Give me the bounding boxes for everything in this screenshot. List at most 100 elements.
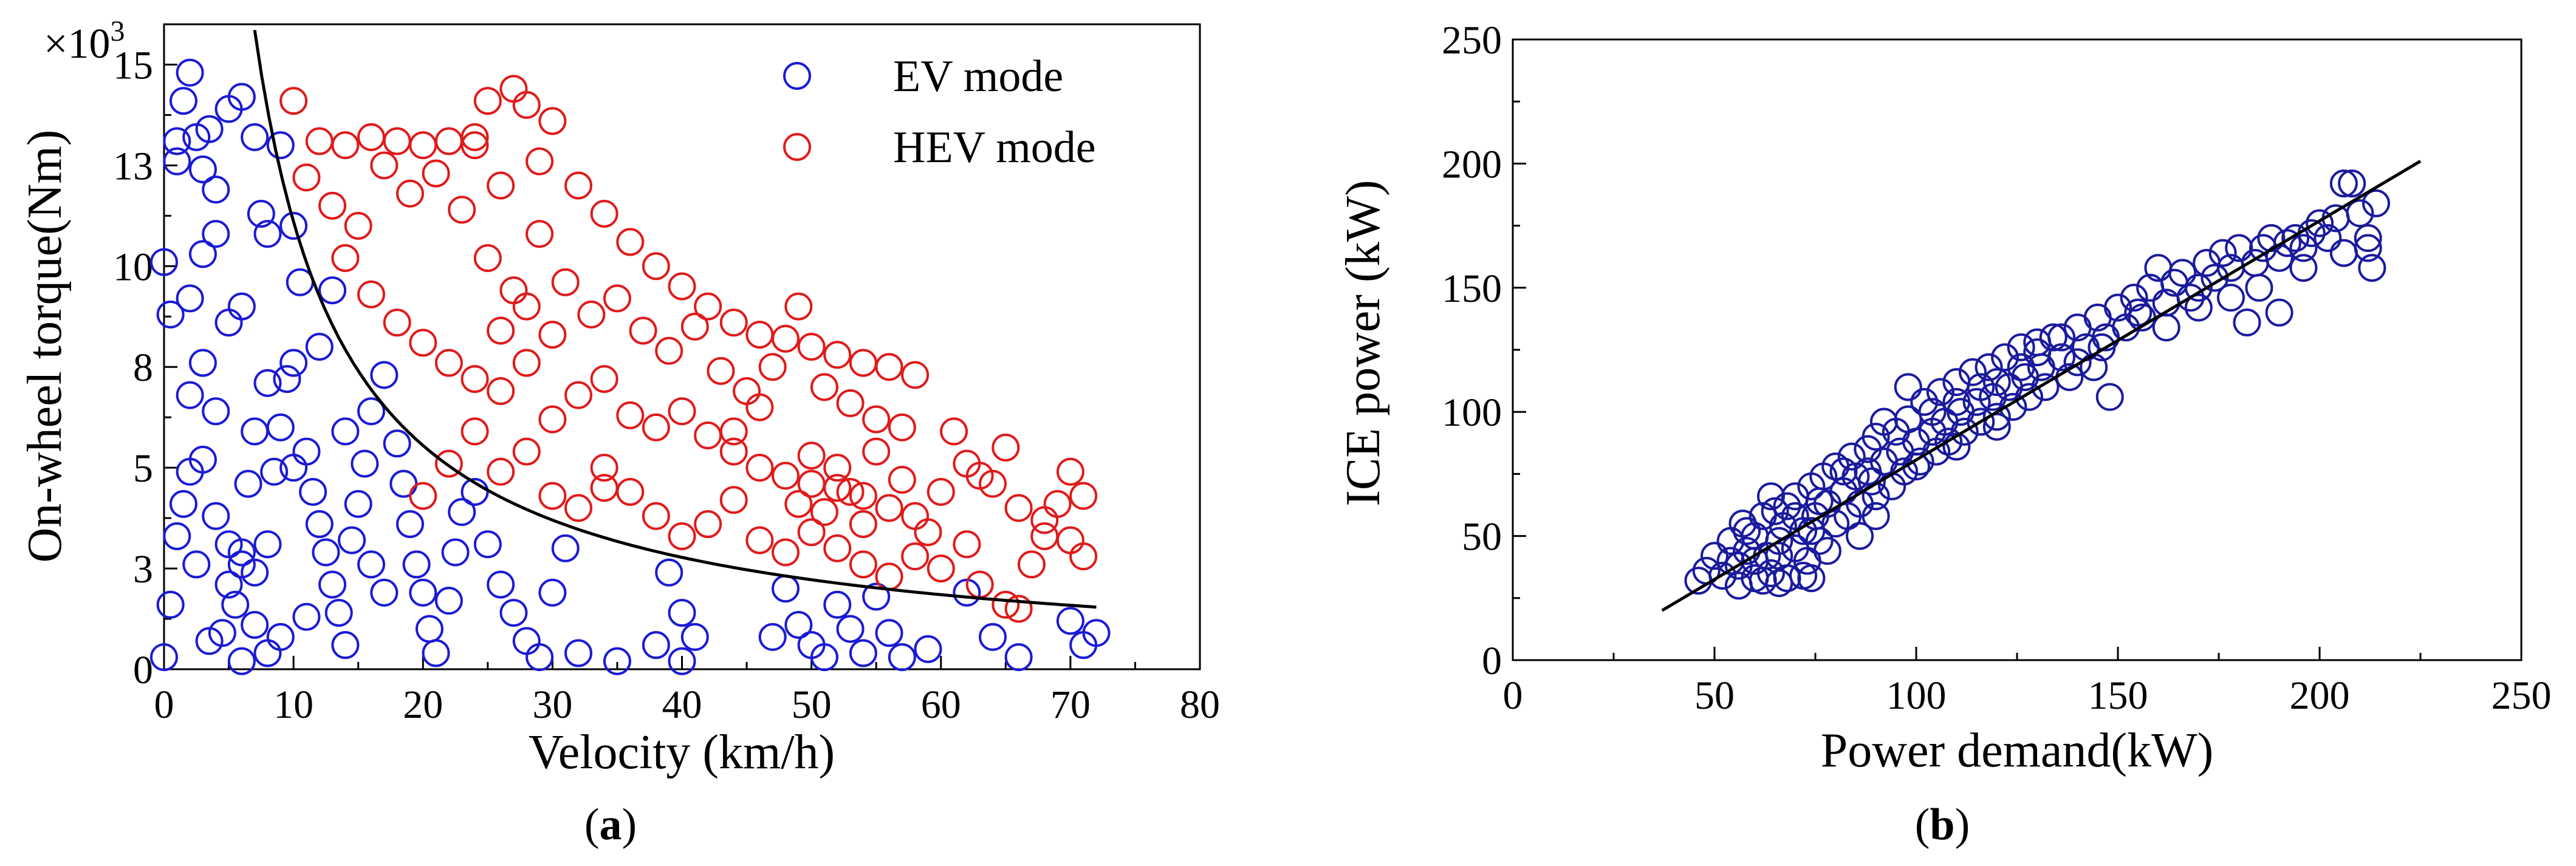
a-point-ev-mode-64: [473, 530, 502, 559]
a-point-ev-mode-115: [169, 489, 197, 518]
a-point-hev-mode-88: [992, 590, 1020, 619]
a-point-hev-mode-35: [331, 244, 360, 272]
a-ytick-label-15: 15: [113, 43, 153, 87]
a-point-ev-mode-105: [357, 550, 385, 579]
b-xtick-label-150: 150: [2088, 673, 2148, 718]
a-point-ev-mode-109: [234, 469, 262, 498]
b-point-ice-power-38: [1862, 423, 1890, 451]
a-point-ev-mode-59: [422, 639, 450, 667]
a-point-hev-mode-4: [383, 127, 411, 155]
a-point-hev-mode-109: [526, 220, 554, 248]
a-point-ev-mode-100: [266, 131, 295, 160]
a-point-ev-mode-101: [279, 211, 308, 240]
b-point-ice-power-89: [2176, 284, 2205, 312]
a-point-ev-mode-12: [195, 115, 224, 143]
a-point-hev-mode-111: [577, 300, 606, 329]
a-point-hev-mode-20: [526, 147, 554, 176]
b-point-ice-power-141: [1813, 537, 1841, 565]
b-point-ice-power-151: [2289, 254, 2318, 282]
a-point-hev-mode-85: [927, 554, 955, 583]
a-point-ev-mode-62: [448, 498, 476, 527]
a-point-ev-mode-108: [266, 622, 295, 651]
a-point-hev-mode-106: [992, 433, 1020, 462]
b-point-ice-power-62: [1991, 343, 2019, 372]
a-point-hev-mode-119: [784, 292, 813, 321]
b-point-ice-power-88: [2168, 259, 2197, 287]
b-point-ice-power-153: [2354, 224, 2382, 253]
b-ytick-label-0: 0: [1482, 639, 1502, 683]
a-point-hev-mode-41: [487, 377, 515, 406]
b-point-ice-power-96: [2233, 309, 2261, 337]
a-point-ev-mode-39: [279, 349, 308, 377]
b-point-ice-power-124: [1829, 457, 1858, 486]
a-x-axis-title: Velocity (km/h): [529, 726, 835, 779]
a-scatter-points: [150, 58, 1111, 675]
a-point-ev-mode-10: [188, 349, 217, 377]
a-y-axis-title: On-wheel torque(Nm): [18, 129, 72, 562]
a-xtick-label-60: 60: [921, 683, 961, 727]
b-point-ice-power-47: [1910, 387, 1939, 416]
a-caption-close: ): [622, 800, 637, 850]
a-ytick-label-10: 10: [113, 245, 153, 289]
a-point-ev-mode-2: [163, 522, 191, 550]
a-point-ev-mode-73: [642, 631, 670, 660]
b-point-ice-power-113: [2358, 254, 2386, 282]
a-point-hev-mode-96: [797, 442, 826, 470]
a-point-ev-mode-17: [247, 199, 275, 228]
a-point-hev-mode-112: [603, 284, 631, 313]
a-point-ev-mode-51: [357, 397, 385, 426]
a-point-ev-mode-111: [253, 369, 282, 397]
b-point-ice-power-32: [1837, 442, 1866, 471]
a-point-ev-mode-104: [331, 417, 360, 446]
a-point-ev-mode-52: [370, 361, 399, 389]
a-point-hev-mode-17: [422, 159, 450, 188]
a-point-hev-mode-33: [875, 353, 903, 381]
a-point-hev-mode-71: [564, 494, 592, 522]
a-point-hev-mode-67: [461, 417, 489, 446]
a-point-ev-mode-70: [551, 534, 580, 562]
a-fit-curve: [253, 30, 1097, 609]
b-point-ice-power-145: [1982, 412, 2011, 441]
a-point-ev-mode-110: [241, 417, 269, 446]
a-point-ev-mode-37: [266, 413, 295, 442]
a-point-hev-mode-54: [823, 474, 852, 502]
b-xtick-label-0: 0: [1503, 673, 1523, 718]
a-xtick-label-20: 20: [403, 683, 443, 727]
a-point-hev-mode-95: [784, 489, 813, 518]
b-point-ice-power-133: [2023, 338, 2052, 367]
a-point-hev-mode-105: [965, 462, 994, 490]
a-point-ev-mode-3: [150, 248, 178, 276]
b-point-ice-power-123: [1805, 487, 1834, 516]
a-point-hev-mode-6: [434, 127, 463, 155]
a-point-ev-mode-63: [461, 477, 489, 506]
b-point-ice-power-90: [2184, 273, 2213, 302]
a-point-hev-mode-38: [409, 329, 437, 357]
a-point-hev-mode-48: [668, 397, 696, 426]
b-point-ice-power-130: [1967, 373, 1995, 401]
a-point-hev-mode-10: [512, 90, 541, 119]
a-point-hev-mode-97: [810, 498, 838, 527]
a-point-hev-mode-27: [719, 309, 748, 337]
b-point-ice-power-106: [2306, 209, 2334, 237]
a-point-hev-mode-114: [655, 336, 683, 365]
a-point-ev-mode-72: [603, 647, 631, 675]
a-point-hev-mode-42: [512, 349, 541, 377]
a-y-multiplier: ×103: [44, 15, 125, 67]
a-point-hev-mode-3: [357, 123, 385, 151]
a-point-hev-mode-0: [279, 87, 308, 115]
a-point-hev-mode-100: [849, 510, 877, 539]
a-point-hev-mode-79: [772, 538, 800, 567]
a-point-ev-mode-53: [383, 429, 411, 458]
a-point-ev-mode-42: [299, 477, 327, 506]
b-point-ice-power-126: [1869, 407, 1898, 436]
b-point-ice-power-33: [1841, 462, 1870, 491]
b-point-ice-power-57: [1962, 387, 1991, 416]
a-point-hev-mode-25: [668, 272, 696, 301]
b-point-ice-power-134: [2047, 323, 2076, 352]
a-point-ev-mode-43: [305, 510, 334, 539]
b-point-ice-power-101: [2265, 298, 2293, 327]
b-point-ice-power-7: [1733, 537, 1761, 565]
a-point-ev-mode-13: [202, 220, 230, 248]
a-point-ev-mode-77: [668, 647, 696, 675]
a-point-hev-mode-1: [305, 127, 334, 155]
